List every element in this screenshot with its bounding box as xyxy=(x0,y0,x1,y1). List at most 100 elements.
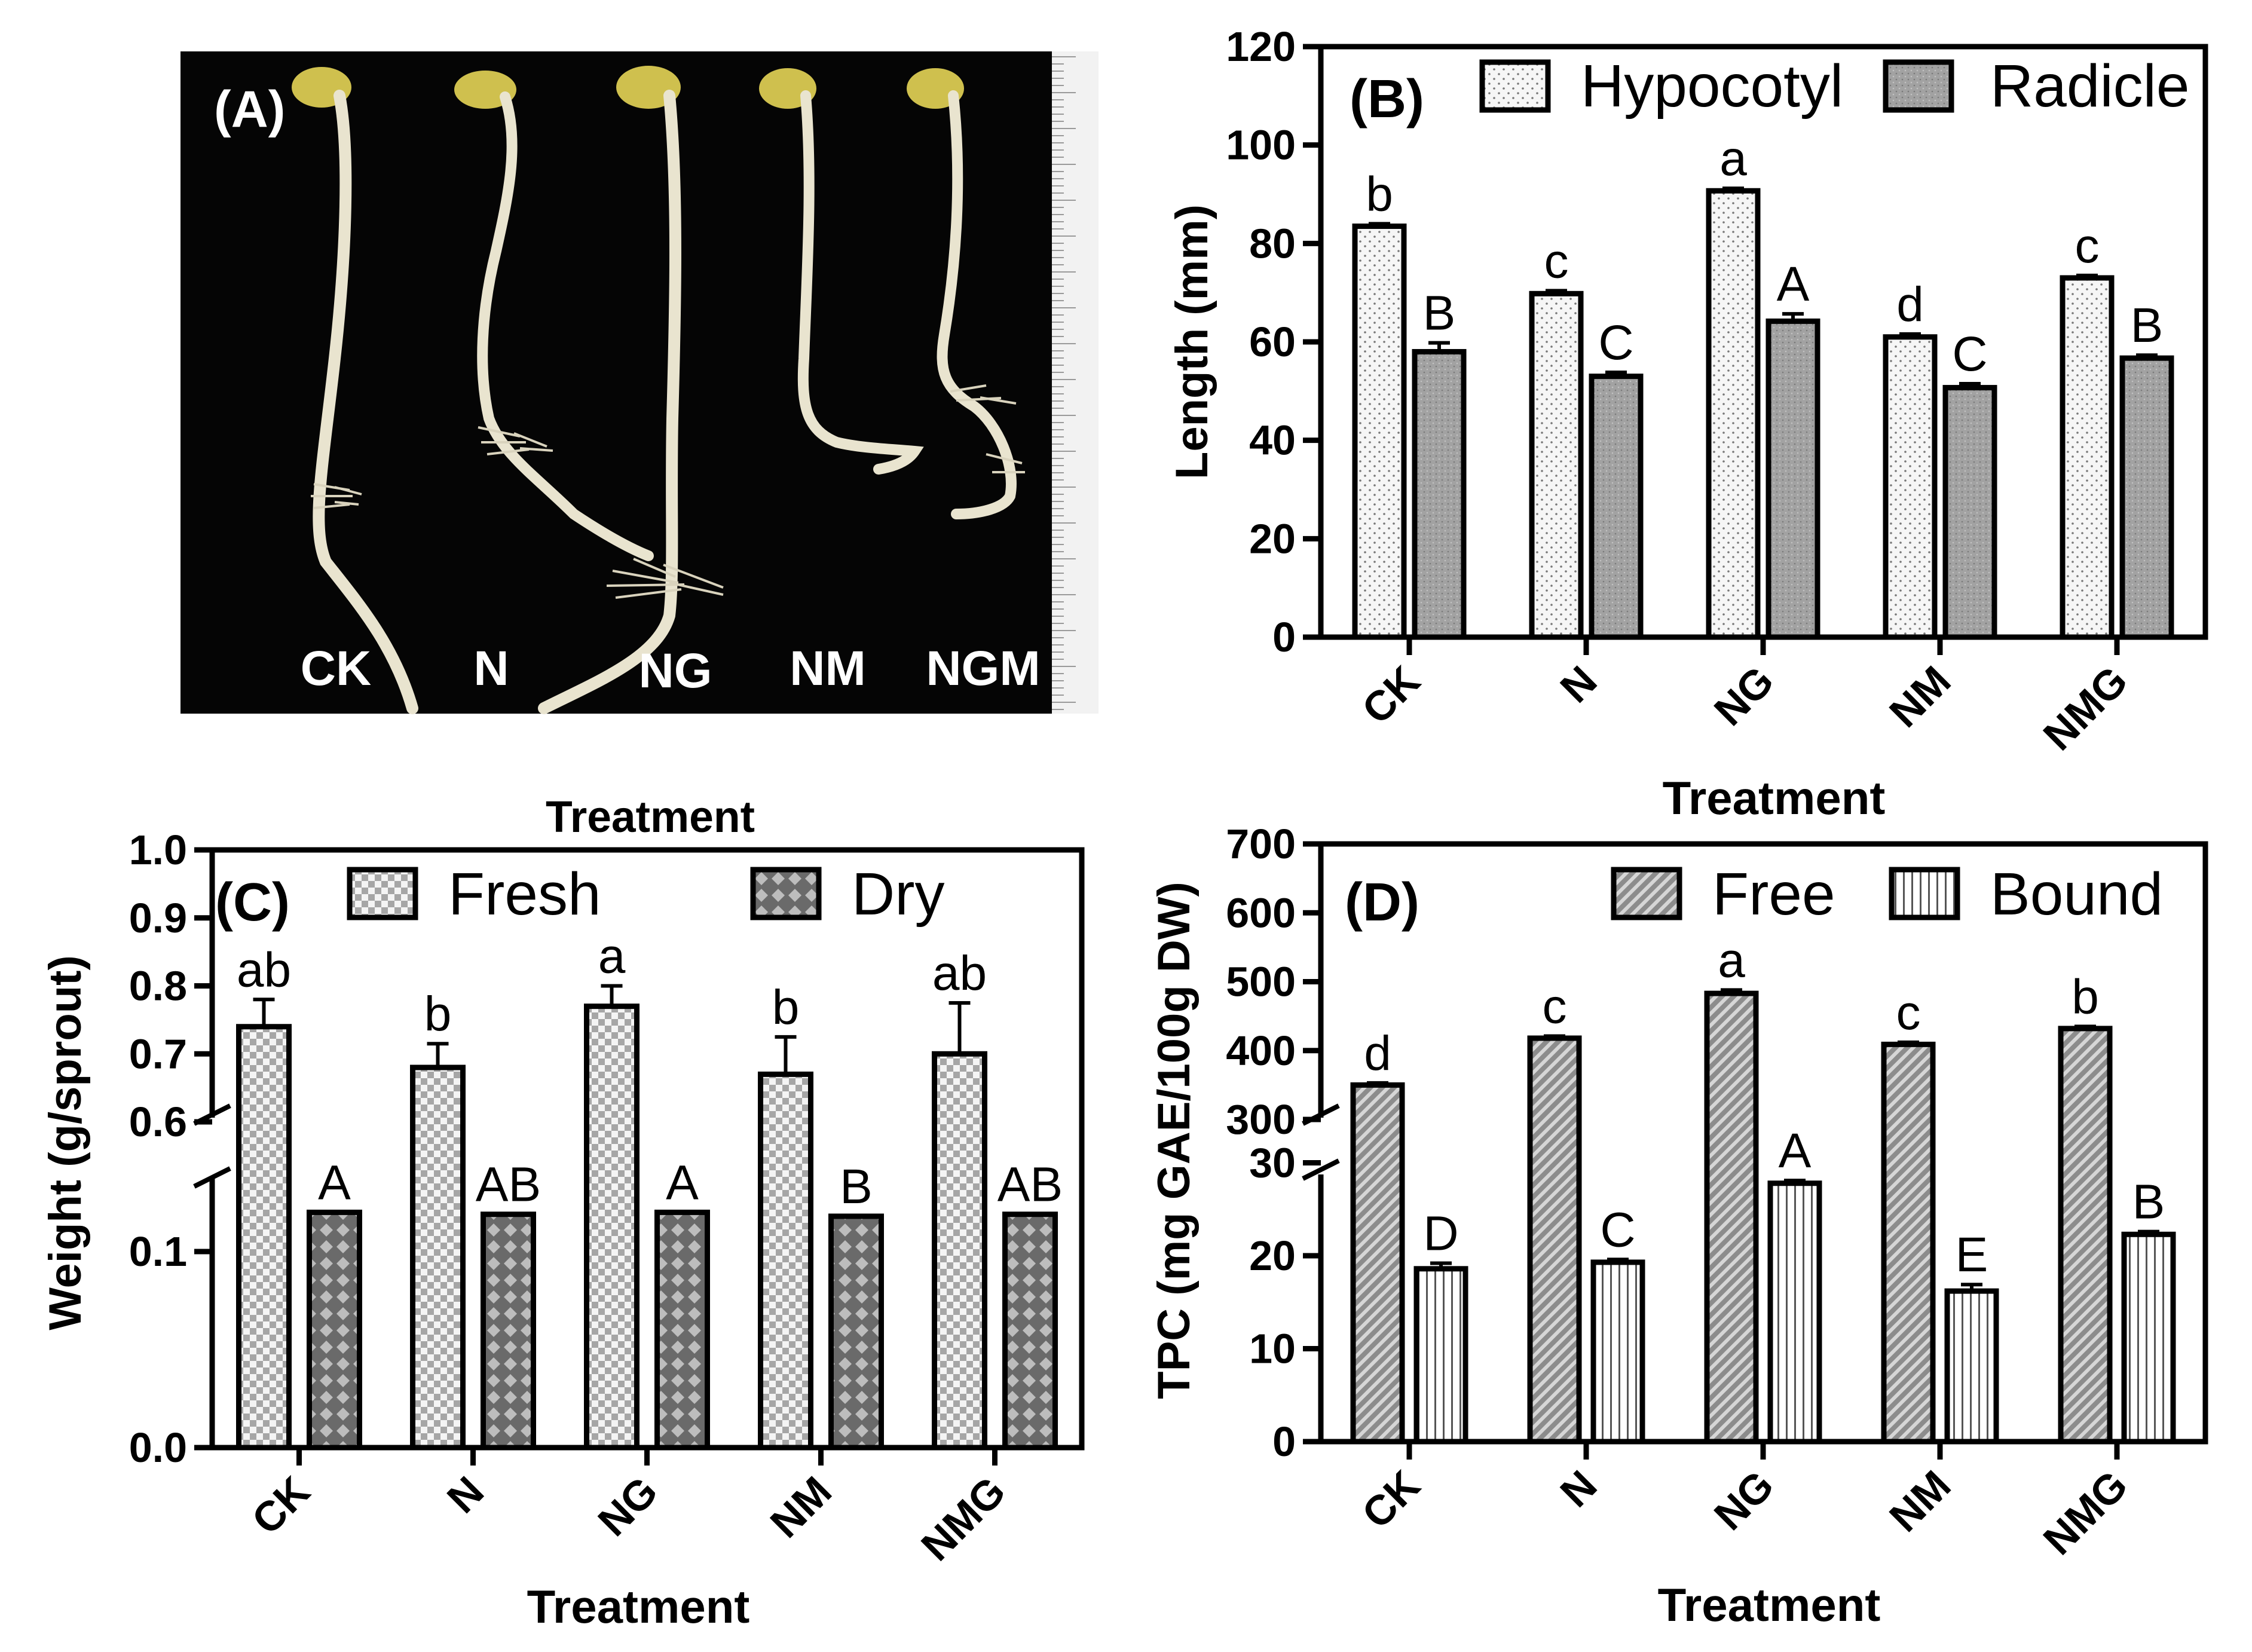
d-x-tick-label-nmg: NMG xyxy=(2034,1461,2137,1564)
c-x-tick-label-ng: NG xyxy=(589,1467,666,1544)
b-y-tick-label: 60 xyxy=(1249,319,1296,365)
d-bar-free-nm-letter: c xyxy=(1896,986,1921,1040)
d-bar-free-nm xyxy=(1881,1041,1936,1445)
tpc-axis-break-marks xyxy=(1302,1103,1340,1181)
c-bar-fresh-nmg xyxy=(932,1051,987,1451)
b-bar-radicle-nm-letter: C xyxy=(1952,327,1987,381)
length-legend: Hypocotyl Radicle xyxy=(1479,53,2190,120)
d-bar-bound-ck xyxy=(1413,1266,1468,1445)
b-bar-hypocotyl-n-letter: c xyxy=(1544,234,1569,288)
c-y-tick-label: 0.8 xyxy=(129,963,187,1009)
c-bar-fresh-ng xyxy=(584,1004,640,1451)
d-y-tick-label: 30 xyxy=(1249,1140,1296,1186)
seedling-ng xyxy=(538,66,724,714)
seedling-ck xyxy=(292,67,418,714)
seedling-n xyxy=(454,71,654,561)
b-bar-radicle-nmg xyxy=(2119,355,2174,640)
legend-label-bound: Bound xyxy=(1990,861,2163,928)
legend-swatch-fresh xyxy=(347,867,418,920)
d-x-tick-label-nm: NM xyxy=(1880,1461,1959,1540)
b-bar-hypocotyl-nmg-letter: c xyxy=(2075,219,2100,273)
legend-label-dry: Dry xyxy=(852,861,945,928)
length-x-axis-title: Treatment xyxy=(1663,772,1886,824)
b-bar-radicle-ck-letter: B xyxy=(1423,286,1456,341)
seedling-nm xyxy=(759,68,924,475)
tpc-y-axis-title: TPC (mg GAE/100g DW) xyxy=(1149,882,1200,1399)
photo-label-n: N xyxy=(473,641,509,696)
b-y-tick-label: 40 xyxy=(1249,417,1296,464)
tpc-x-axis-title: Treatment xyxy=(1658,1578,1881,1631)
c-y-tick-label: 0.6 xyxy=(129,1099,187,1145)
c-bar-dry-nm-letter: B xyxy=(840,1160,873,1214)
b-y-tick-label: 100 xyxy=(1226,122,1296,169)
weight-chart-frame xyxy=(209,847,1085,1451)
d-bar-free-nmg xyxy=(2058,1026,2113,1445)
legend-swatch-hypocotyl xyxy=(1479,59,1551,113)
ruler-strip xyxy=(1052,51,1099,714)
b-x-tick-label-nm: NM xyxy=(1880,657,1959,736)
d-bar-bound-nm-letter: E xyxy=(1956,1228,1988,1282)
c-bar-fresh-n xyxy=(410,1064,466,1451)
d-bar-free-ck-letter: d xyxy=(1364,1026,1391,1081)
b-y-tick-label: 20 xyxy=(1249,515,1296,562)
seedling-ngm xyxy=(907,68,1025,519)
b-bar-hypocotyl-ck-letter: b xyxy=(1366,167,1393,221)
d-x-tick-label-ng: NG xyxy=(1705,1461,1782,1538)
weight-axis-break-marks xyxy=(193,1103,231,1189)
legend-label-hypocotyl: Hypocotyl xyxy=(1581,53,1843,120)
c-bar-fresh-ck xyxy=(236,1024,292,1451)
d-y-tick-label: 400 xyxy=(1226,1027,1296,1074)
c-bar-dry-nm xyxy=(828,1213,884,1451)
b-x-tick-label-ng: NG xyxy=(1705,657,1782,734)
b-bar-radicle-n-letter: C xyxy=(1598,316,1633,370)
d-bar-bound-ck-letter: D xyxy=(1423,1206,1458,1261)
b-bar-hypocotyl-n xyxy=(1529,290,1584,640)
c-y-tick-label: 0.0 xyxy=(129,1424,187,1471)
c-y-tick-label: 1.0 xyxy=(129,827,187,873)
legend-label-fresh: Fresh xyxy=(448,861,601,928)
c-bar-dry-n-letter: AB xyxy=(476,1158,541,1212)
length-chart-frame xyxy=(1318,44,2208,640)
c-x-tick-label-nm: NM xyxy=(761,1467,840,1546)
c-bar-fresh-nmg-letter: ab xyxy=(932,946,987,1001)
legend-label-radicle: Radicle xyxy=(1990,53,2190,120)
b-bar-radicle-ng xyxy=(1766,318,1820,640)
d-bar-bound-n xyxy=(1590,1259,1645,1445)
c-bar-fresh-n-letter: b xyxy=(424,987,452,1041)
c-bar-fresh-nm-letter: b xyxy=(772,980,800,1035)
b-y-tick-label: 0 xyxy=(1272,614,1296,660)
d-bar-bound-n-letter: C xyxy=(1600,1203,1635,1257)
c-bar-dry-ng-letter: A xyxy=(666,1155,699,1210)
length-y-axis-title: Length (mm) xyxy=(1167,204,1217,479)
legend-swatch-radicle xyxy=(1883,59,1954,113)
weight-x-axis-title: Treatment xyxy=(527,1580,750,1633)
tpc-chart-frame xyxy=(1318,841,2208,1445)
b-bar-hypocotyl-nm-letter: d xyxy=(1896,277,1924,332)
legend-label-free: Free xyxy=(1712,861,1835,928)
legend-swatch-bound xyxy=(1889,867,1960,920)
b-bar-hypocotyl-nm xyxy=(1883,334,1938,640)
c-bar-dry-nmg-letter: AB xyxy=(998,1158,1063,1212)
tpc-panel-label: (D) xyxy=(1345,873,1419,932)
photo-label-ck: CK xyxy=(301,641,371,696)
d-bar-free-n xyxy=(1527,1035,1582,1445)
c-bar-dry-ck-letter: A xyxy=(318,1155,351,1210)
weight-chart-title: Treatment xyxy=(546,792,755,842)
photo-background xyxy=(180,51,1052,714)
d-bar-free-ng xyxy=(1704,990,1759,1445)
c-bar-fresh-ng-letter: a xyxy=(598,929,626,984)
seedling-photo-panel: (A) CK N NG xyxy=(180,51,1099,714)
d-x-tick-label-ck: CK xyxy=(1353,1461,1429,1537)
b-bar-radicle-nm xyxy=(1942,385,1997,640)
d-bar-bound-nm xyxy=(1944,1288,1999,1445)
photo-panel-label: (A) xyxy=(214,81,285,138)
d-y-tick-label: 300 xyxy=(1226,1096,1296,1143)
b-bar-hypocotyl-ng xyxy=(1706,188,1761,640)
length-panel-label: (B) xyxy=(1350,69,1424,129)
b-bar-hypocotyl-ng-letter: a xyxy=(1719,131,1747,186)
d-y-tick-label: 20 xyxy=(1249,1232,1296,1279)
d-y-tick-label: 700 xyxy=(1226,821,1296,867)
